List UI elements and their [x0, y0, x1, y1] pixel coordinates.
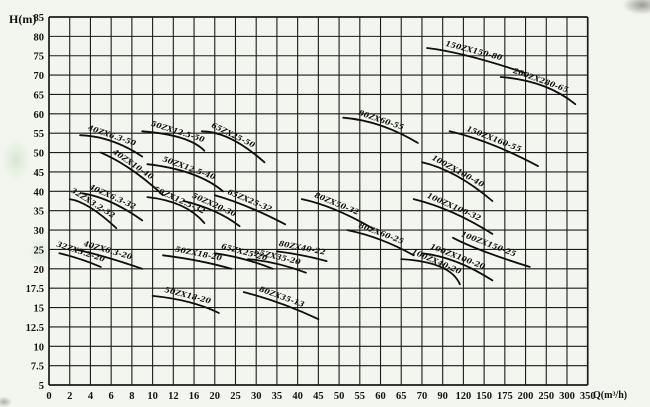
- pump-curve: [426, 47, 527, 75]
- y-axis-title: H(m): [9, 12, 37, 26]
- pump-curve-label: 40ZX6.3-50: [87, 123, 138, 148]
- y-tick-label: 7.5: [31, 362, 44, 373]
- pump-curve: [81, 192, 144, 222]
- pump-curve: [448, 130, 539, 167]
- x-tick-label: 12: [168, 391, 179, 402]
- pump-curve: [79, 134, 144, 158]
- pump-curve-label: 100ZX100-40: [430, 153, 486, 189]
- y-tick-label: 60: [34, 110, 45, 121]
- y-tick-label: 65: [34, 90, 45, 101]
- x-tick-label: 250: [538, 391, 554, 402]
- x-tick-label: 6: [109, 391, 114, 402]
- pump-curve: [452, 236, 531, 268]
- x-tick-label: 4: [88, 391, 94, 402]
- y-tick-label: 85: [34, 13, 45, 24]
- y-tick-label: 5: [39, 381, 44, 392]
- pump-curve-label: 100ZX100-32: [426, 191, 483, 223]
- y-tick-label: 75: [34, 52, 45, 63]
- pump-curve: [300, 198, 374, 229]
- y-tick-label: 17.5: [26, 284, 44, 295]
- y-tick-label: 35: [34, 207, 45, 218]
- x-tick-label: 8: [129, 391, 134, 402]
- y-tick-label: 45: [34, 168, 45, 179]
- x-tick-label: 16: [189, 391, 200, 402]
- y-tick-label: 10: [34, 342, 45, 353]
- pump-curve: [276, 250, 328, 262]
- x-tick-label: 35: [272, 391, 283, 402]
- x-tick-label: 65: [396, 391, 407, 402]
- pump-curve: [151, 295, 220, 314]
- x-tick-label: 45: [313, 391, 324, 402]
- pump-curve: [200, 130, 266, 164]
- pump-curve-label: 80ZX60-25: [358, 221, 406, 246]
- pump-curve-label: 50ZX12.5-50: [150, 119, 206, 144]
- x-tick-label: 200: [518, 391, 534, 402]
- pump-curve: [141, 130, 206, 152]
- y-tick-label: 15: [34, 304, 45, 315]
- pump-curve: [247, 258, 307, 274]
- x-tick-label: 2: [67, 391, 72, 402]
- pump-curve-label: 150ZX150-80: [445, 39, 504, 62]
- x-tick-label: 90: [437, 391, 448, 402]
- pump-curve: [213, 194, 287, 226]
- x-tick-label: 120: [456, 391, 472, 402]
- pump-curve: [400, 258, 461, 286]
- pump-curve: [242, 291, 320, 321]
- pump-curve: [74, 248, 144, 270]
- x-tick-label: 50: [334, 391, 345, 402]
- y-tick-label: 50: [34, 149, 45, 160]
- x-tick-label: 70: [417, 391, 428, 402]
- x-tick-label: 40: [292, 391, 303, 402]
- pump-curve: [58, 252, 102, 268]
- x-tick-label: 60: [375, 391, 386, 402]
- x-tick-label: 25: [230, 391, 241, 402]
- x-tick-label: 150: [476, 391, 492, 402]
- x-tick-label: 20: [210, 391, 221, 402]
- y-tick-label: 30: [34, 226, 45, 237]
- pump-curve: [342, 116, 419, 144]
- pump-curve-label: 65ZX25-50: [210, 121, 257, 150]
- y-tick-label: 70: [34, 71, 45, 82]
- pump-curve: [499, 76, 577, 106]
- y-tick-label: 20: [34, 265, 45, 276]
- x-tick-label: 30: [251, 391, 262, 402]
- pump-curve: [412, 198, 494, 235]
- pump-curve: [421, 161, 494, 202]
- x-tick-label: 300: [559, 391, 575, 402]
- pump-curve: [213, 252, 274, 270]
- x-tick-label: 0: [46, 391, 51, 402]
- y-tick-label: 40: [34, 187, 45, 198]
- pump-curve: [162, 254, 233, 270]
- x-tick-label: 175: [497, 391, 513, 402]
- pump-curve: [346, 229, 415, 257]
- pump-curve-label: 100ZX150-25: [460, 229, 518, 258]
- y-tick-label: 25: [34, 245, 45, 256]
- y-tick-label: 80: [34, 32, 45, 43]
- pump-curve: [146, 163, 224, 193]
- pump-curve: [99, 151, 164, 197]
- x-tick-label: 350: [580, 391, 596, 402]
- pump-curve: [68, 198, 118, 229]
- pump-curve: [421, 252, 494, 282]
- y-tick-label: 55: [34, 129, 45, 140]
- pump-curve: [182, 200, 241, 228]
- x-tick-label: 10: [147, 391, 158, 402]
- x-tick-label: 55: [355, 391, 366, 402]
- x-axis-title: Q(m³/h): [593, 390, 628, 401]
- pump-curve: [146, 196, 206, 224]
- y-tick-label: 12.5: [26, 323, 44, 334]
